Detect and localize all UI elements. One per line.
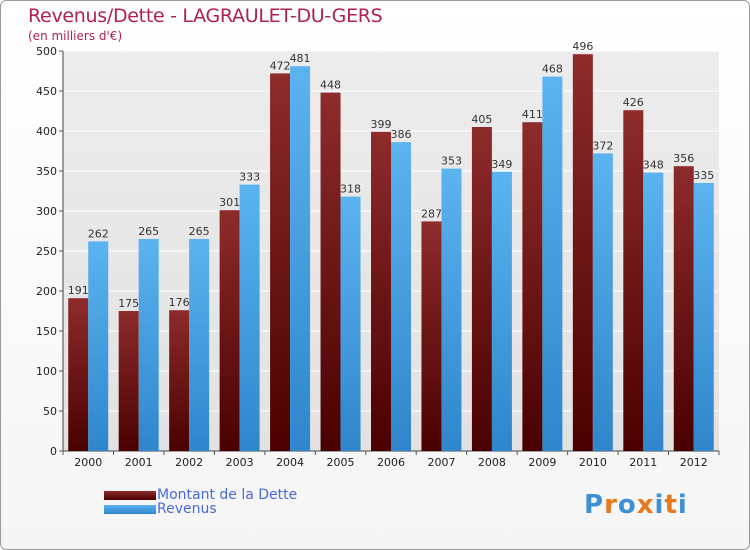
- y-tick-label: 150: [36, 325, 57, 338]
- x-tick-label: 2008: [478, 456, 506, 469]
- data-label-revenus: 318: [340, 183, 361, 196]
- logo-letter: r: [604, 490, 618, 520]
- data-label-revenus: 353: [441, 155, 462, 168]
- bar-revenus: [88, 241, 109, 451]
- data-label-dette: 448: [320, 79, 341, 92]
- logo-letter: o: [617, 490, 637, 520]
- data-label-revenus: 348: [643, 159, 664, 172]
- bar-revenus: [542, 76, 563, 451]
- legend-label-dette: Montant de la Dette: [157, 487, 298, 503]
- legend-swatch-dette: [104, 491, 156, 500]
- y-tick-label: 0: [50, 445, 57, 458]
- legend-swatch-revenus: [104, 505, 156, 514]
- logo-letter: i: [677, 490, 688, 520]
- bar-dette: [118, 311, 139, 451]
- x-tick-label: 2009: [528, 456, 556, 469]
- y-tick-label: 100: [36, 365, 57, 378]
- bar-dette: [270, 73, 291, 452]
- legend-label-revenus: Revenus: [157, 501, 217, 517]
- bar-revenus: [592, 153, 613, 451]
- logo-letter: t: [664, 490, 678, 520]
- logo-letter: x: [636, 490, 655, 520]
- x-tick-label: 2000: [74, 456, 102, 469]
- bar-dette: [471, 127, 492, 451]
- data-label-revenus: 349: [491, 158, 512, 171]
- x-tick-label: 2007: [427, 456, 455, 469]
- data-label-dette: 405: [471, 113, 492, 126]
- bar-revenus: [189, 239, 210, 451]
- data-label-revenus: 265: [138, 225, 159, 238]
- x-tick-label: 2004: [276, 456, 304, 469]
- bar-dette: [169, 310, 190, 451]
- bar-dette: [320, 92, 341, 451]
- y-tick-label: 450: [36, 85, 57, 98]
- data-label-dette: 356: [673, 152, 694, 165]
- bar-revenus: [340, 196, 361, 451]
- bar-dette: [673, 166, 694, 451]
- bar-dette: [522, 122, 543, 451]
- bar-revenus: [239, 184, 260, 451]
- data-label-dette: 301: [219, 196, 240, 209]
- data-label-dette: 191: [68, 284, 89, 297]
- bar-revenus: [441, 168, 462, 451]
- data-label-dette: 176: [169, 296, 190, 309]
- bar-revenus: [491, 171, 512, 452]
- data-label-revenus: 335: [693, 169, 714, 182]
- data-label-revenus: 481: [290, 52, 311, 65]
- bar-dette: [371, 131, 391, 452]
- data-label-revenus: 333: [239, 171, 260, 184]
- y-tick-label: 500: [36, 45, 57, 58]
- y-tick-label: 350: [36, 165, 57, 178]
- chart-subtitle: (en milliers d'€): [28, 29, 123, 43]
- data-label-revenus: 468: [542, 63, 563, 76]
- bar-revenus: [138, 239, 159, 451]
- bar-revenus: [693, 183, 714, 451]
- y-tick-label: 400: [36, 125, 57, 138]
- logo-letter: P: [584, 490, 605, 520]
- data-label-revenus: 372: [592, 139, 613, 152]
- data-label-dette: 411: [522, 108, 543, 121]
- data-label-dette: 472: [270, 59, 291, 72]
- x-tick-label: 2005: [327, 456, 355, 469]
- bar-dette: [623, 110, 644, 451]
- x-tick-label: 2010: [579, 456, 607, 469]
- data-label-dette: 399: [371, 118, 392, 131]
- x-tick-label: 2006: [377, 456, 405, 469]
- proxiti-logo: Proxiti: [584, 490, 688, 520]
- bar-revenus: [290, 66, 311, 451]
- x-tick-label: 2001: [125, 456, 153, 469]
- data-label-dette: 287: [421, 207, 442, 220]
- data-label-revenus: 262: [88, 227, 109, 240]
- bar-dette: [219, 210, 240, 451]
- y-tick-label: 250: [36, 245, 57, 258]
- data-label-dette: 496: [572, 40, 593, 53]
- data-label-revenus: 265: [189, 225, 210, 238]
- data-label-dette: 426: [623, 96, 644, 109]
- logo-letter: i: [654, 490, 665, 520]
- y-tick-label: 200: [36, 285, 57, 298]
- bar-dette: [572, 54, 593, 451]
- data-label-revenus: 386: [391, 128, 412, 141]
- y-tick-label: 300: [36, 205, 57, 218]
- y-tick-label: 50: [43, 405, 57, 418]
- x-tick-label: 2002: [175, 456, 203, 469]
- bar-dette: [421, 221, 442, 451]
- x-tick-label: 2011: [629, 456, 657, 469]
- data-label-dette: 175: [118, 297, 139, 310]
- bar-dette: [68, 298, 89, 451]
- chart-title: Revenus/Dette - LAGRAULET-DU-GERS: [28, 5, 383, 27]
- x-tick-label: 2003: [226, 456, 254, 469]
- bar-revenus: [643, 172, 664, 451]
- bar-revenus: [391, 142, 411, 451]
- x-tick-label: 2012: [680, 456, 708, 469]
